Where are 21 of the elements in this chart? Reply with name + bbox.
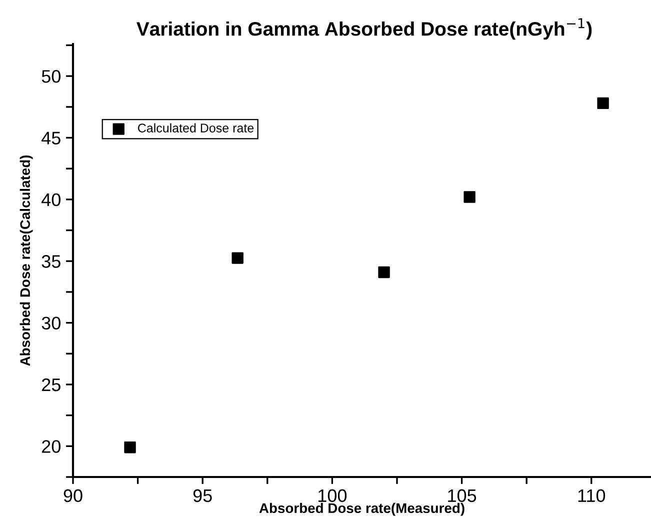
x-tick-label: 100 (318, 489, 347, 502)
x-tick-label: 110 (578, 489, 606, 502)
y-tick-label: 50 (42, 70, 60, 83)
y-tick-label: 25 (42, 378, 60, 392)
y-axis-title: Absorbed Dose rate(Calculated) (20, 155, 33, 366)
y-tick-label: 40 (42, 193, 60, 206)
x-tick-label: 105 (448, 489, 476, 502)
point (124, 442, 136, 454)
y-tick-label: 45 (42, 132, 60, 144)
x-tick-label: 95 (193, 489, 212, 502)
x-axis-title: Absorbed Dose rate(Measured) (259, 502, 464, 516)
y-tick-label: 20 (42, 440, 60, 453)
point (378, 266, 390, 278)
point (232, 252, 244, 264)
legend-label: Calculated Dose rate (138, 123, 254, 132)
y-tick-label: 35 (42, 255, 60, 268)
point (464, 191, 476, 203)
chart-title: Variation in Gamma Absorbed Dose rate(nGyh$^{−1}$) (136, 18, 592, 40)
y-tick-label: 30 (42, 316, 60, 330)
x-tick-label: 90 (64, 489, 82, 502)
point (597, 97, 609, 110)
